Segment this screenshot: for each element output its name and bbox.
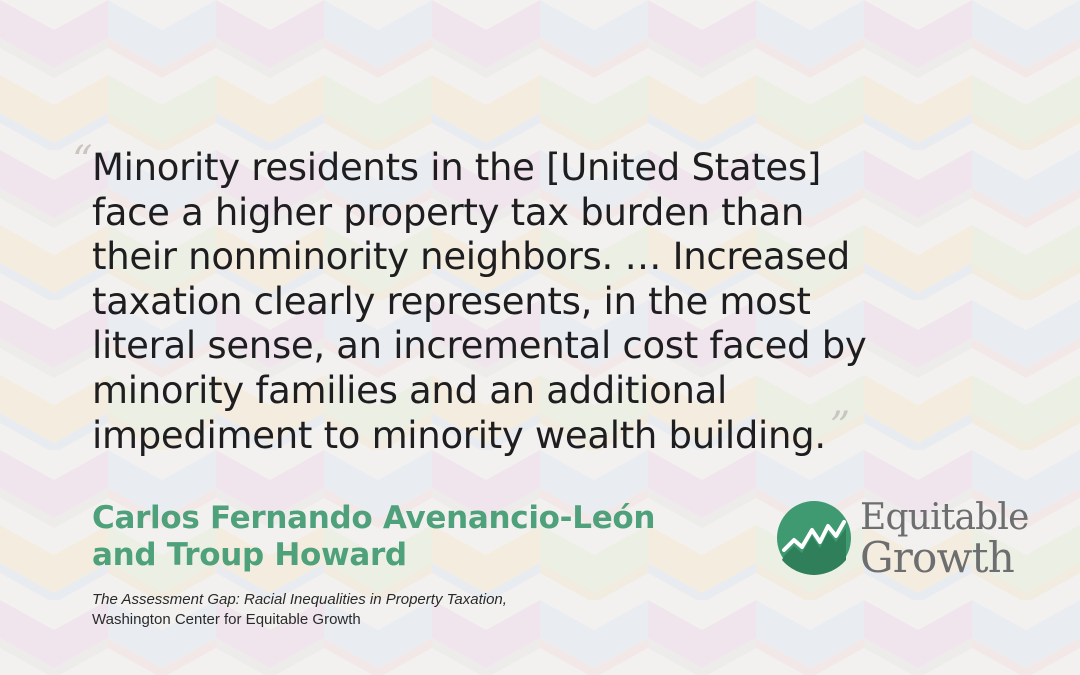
logo-line-1: Equitable bbox=[860, 497, 1029, 538]
quote-text: Minority residents in the [United States… bbox=[92, 146, 1022, 459]
quote-line: literal sense, an incremental cost faced… bbox=[92, 324, 867, 367]
open-quote-mark: “ bbox=[72, 138, 93, 184]
author-names: Carlos Fernando Avenancio-León and Troup… bbox=[92, 500, 655, 574]
quote-line-last: impediment to minority wealth building.” bbox=[92, 405, 1022, 459]
growth-chart-icon bbox=[777, 501, 851, 575]
author-line-2: and Troup Howard bbox=[92, 537, 407, 573]
author-line-1: Carlos Fernando Avenancio-León bbox=[92, 500, 656, 536]
quote-line: minority families and an additional bbox=[92, 368, 727, 412]
source-title: The Assessment Gap: Racial Inequalities … bbox=[92, 591, 507, 608]
source-citation: The Assessment Gap: Racial Inequalities … bbox=[92, 590, 507, 630]
quote-line: face a higher property tax burden than bbox=[92, 190, 805, 234]
logo-line-2: Growth bbox=[860, 533, 1015, 582]
quote-line: taxation clearly represents, in the most bbox=[92, 279, 811, 323]
quote-line: impediment to minority wealth building. bbox=[92, 414, 826, 457]
quote-line: Minority residents in the [United States… bbox=[92, 146, 822, 189]
close-quote-mark: ” bbox=[829, 404, 850, 450]
logo-wordmark: Equitable Growth bbox=[860, 497, 1029, 582]
quote-line: their nonminority neighbors. … Increased bbox=[92, 235, 850, 278]
source-org: Washington Center for Equitable Growth bbox=[92, 611, 361, 628]
equitable-growth-logo: Equitable Growth bbox=[776, 498, 1046, 590]
